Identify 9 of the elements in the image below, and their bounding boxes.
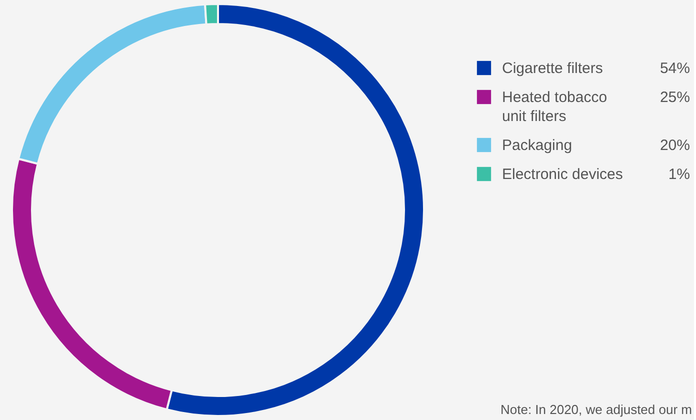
data-label: 54% bbox=[660, 60, 690, 77]
data-label: 1% bbox=[668, 166, 690, 183]
data-label: 20% bbox=[660, 137, 690, 154]
legend-label: Electronic devices bbox=[502, 166, 623, 183]
data-label: 25% bbox=[660, 89, 690, 106]
legend-label: Heated tobacco unit filters bbox=[502, 89, 608, 125]
legend-label: Packaging bbox=[502, 137, 572, 154]
legend-label: Cigarette filters bbox=[502, 60, 603, 77]
text: Note: In 2020, we adjusted our m bbox=[500, 402, 692, 417]
